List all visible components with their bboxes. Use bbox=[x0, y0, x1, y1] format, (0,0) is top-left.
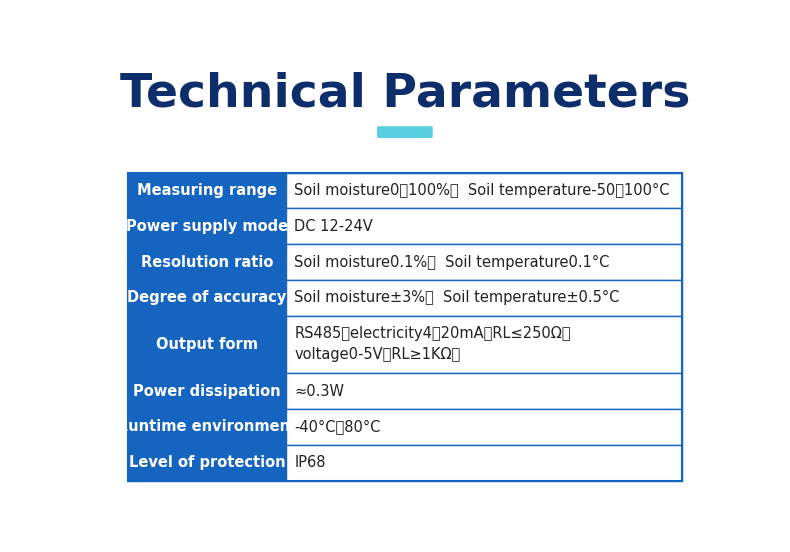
Bar bbox=[286, 373, 682, 409]
Text: RS485、electricity4～20mA（RL≤250Ω）
voltage0-5V（RL≥1KΩ）: RS485、electricity4～20mA（RL≤250Ω） voltage… bbox=[295, 326, 571, 363]
Text: Soil moisture±3%，  Soil temperature±0.5°C: Soil moisture±3%， Soil temperature±0.5°C bbox=[295, 290, 620, 305]
Text: IP68: IP68 bbox=[295, 455, 326, 470]
Bar bbox=[128, 373, 286, 409]
FancyBboxPatch shape bbox=[377, 126, 433, 138]
Bar bbox=[286, 244, 682, 280]
Bar bbox=[128, 280, 286, 316]
Bar bbox=[128, 445, 286, 481]
Bar bbox=[128, 173, 286, 208]
Bar bbox=[128, 208, 286, 244]
Bar bbox=[286, 409, 682, 445]
Bar bbox=[286, 208, 682, 244]
Bar bbox=[128, 172, 682, 481]
Text: Runtime environment: Runtime environment bbox=[117, 420, 297, 434]
Bar bbox=[128, 409, 286, 445]
Bar bbox=[286, 316, 682, 373]
Bar bbox=[286, 445, 682, 481]
Text: Degree of accuracy: Degree of accuracy bbox=[127, 290, 287, 305]
Bar bbox=[286, 280, 682, 316]
Bar bbox=[286, 173, 682, 208]
Text: Soil moisture0～100%，  Soil temperature-50～100°C: Soil moisture0～100%， Soil temperature-50… bbox=[295, 183, 670, 198]
Text: Output form: Output form bbox=[156, 337, 258, 352]
Bar bbox=[128, 316, 286, 373]
Text: Technical Parameters: Technical Parameters bbox=[120, 71, 690, 116]
Text: Soil moisture0.1%，  Soil temperature0.1°C: Soil moisture0.1%， Soil temperature0.1°C bbox=[295, 254, 610, 269]
Text: Measuring range: Measuring range bbox=[137, 183, 277, 198]
Text: Level of protection: Level of protection bbox=[129, 455, 285, 470]
Text: ≈0.3W: ≈0.3W bbox=[295, 384, 344, 399]
Text: DC 12-24V: DC 12-24V bbox=[295, 219, 373, 233]
Text: Resolution ratio: Resolution ratio bbox=[141, 254, 273, 269]
Text: -40°C～80°C: -40°C～80°C bbox=[295, 420, 381, 434]
Text: Power supply mode: Power supply mode bbox=[126, 219, 288, 233]
Bar bbox=[128, 244, 286, 280]
Text: Power dissipation: Power dissipation bbox=[134, 384, 280, 399]
